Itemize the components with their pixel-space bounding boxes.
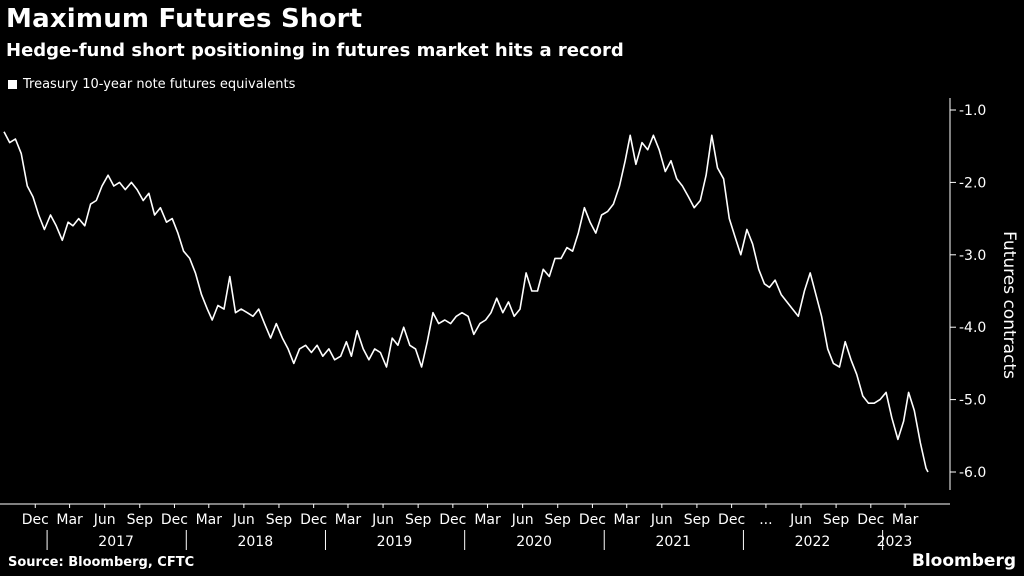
x-tick-label: Mar	[196, 512, 223, 528]
x-tick-label: Mar	[892, 512, 919, 528]
series-line-0	[3, 131, 929, 473]
x-tick-label: Sep	[545, 512, 572, 528]
y-tick-label: -2.0	[959, 175, 986, 191]
x-year-label: 2018	[237, 534, 273, 550]
x-year-label: 2017	[98, 534, 134, 550]
x-tick-label: Jun	[232, 512, 255, 528]
x-tick-label: Sep	[266, 512, 293, 528]
x-tick-label: Dec	[718, 512, 745, 528]
x-tick-label: Mar	[56, 512, 83, 528]
x-year-label: 2021	[655, 534, 691, 550]
chart-subtitle: Hedge-fund short positioning in futures …	[6, 40, 624, 61]
x-tick-label: Dec	[439, 512, 466, 528]
bloomberg-logo: Bloomberg	[911, 551, 1016, 571]
x-year-label: 2022	[795, 534, 831, 550]
series-layer	[3, 131, 929, 473]
x-tick-label: Dec	[579, 512, 606, 528]
y-tick-label: -3.0	[959, 248, 986, 264]
x-tick-label: Mar	[335, 512, 362, 528]
x-tick-label: Sep	[684, 512, 711, 528]
x-year-label: 2023	[877, 534, 913, 550]
legend-swatch	[8, 80, 17, 89]
legend-label: Treasury 10-year note futures equivalent…	[23, 77, 296, 92]
x-tick-label: Sep	[127, 512, 154, 528]
x-tick-label: Dec	[161, 512, 188, 528]
y-tick-label: -5.0	[959, 393, 986, 409]
chart-title: Maximum Futures Short	[6, 4, 363, 34]
x-tick-label: Jun	[371, 512, 394, 528]
x-tick-label: Jun	[789, 512, 812, 528]
y-tick-label: -4.0	[959, 320, 986, 336]
x-tick-label: Jun	[511, 512, 534, 528]
y-axis: -1.0 -2.0 -3.0 -4.0 -5.0 -6.0	[949, 98, 986, 490]
legend: Treasury 10-year note futures equivalent…	[8, 77, 295, 92]
x-tick-label: Dec	[857, 512, 884, 528]
x-year-label: 2019	[377, 534, 413, 550]
y-axis-label: Futures contracts	[999, 231, 1019, 379]
x-tick-label: Sep	[405, 512, 432, 528]
x-year-label: 2020	[516, 534, 552, 550]
source-note: Source: Bloomberg, CFTC	[8, 555, 195, 570]
x-tick-label: Dec	[22, 512, 49, 528]
x-tick-label: Mar	[474, 512, 501, 528]
x-tick-label: Jun	[93, 512, 116, 528]
x-tick-label: ...	[759, 512, 772, 528]
x-tick-label: Mar	[614, 512, 641, 528]
y-tick-label: -1.0	[959, 103, 986, 119]
y-tick-label: -6.0	[959, 465, 986, 481]
x-tick-label: Sep	[823, 512, 850, 528]
x-tick-label: Jun	[650, 512, 673, 528]
x-tick-label: Dec	[300, 512, 327, 528]
x-axis: Dec Mar Jun Sep Dec Mar Jun Sep Dec Mar Jun Sep Dec M…	[0, 503, 950, 550]
